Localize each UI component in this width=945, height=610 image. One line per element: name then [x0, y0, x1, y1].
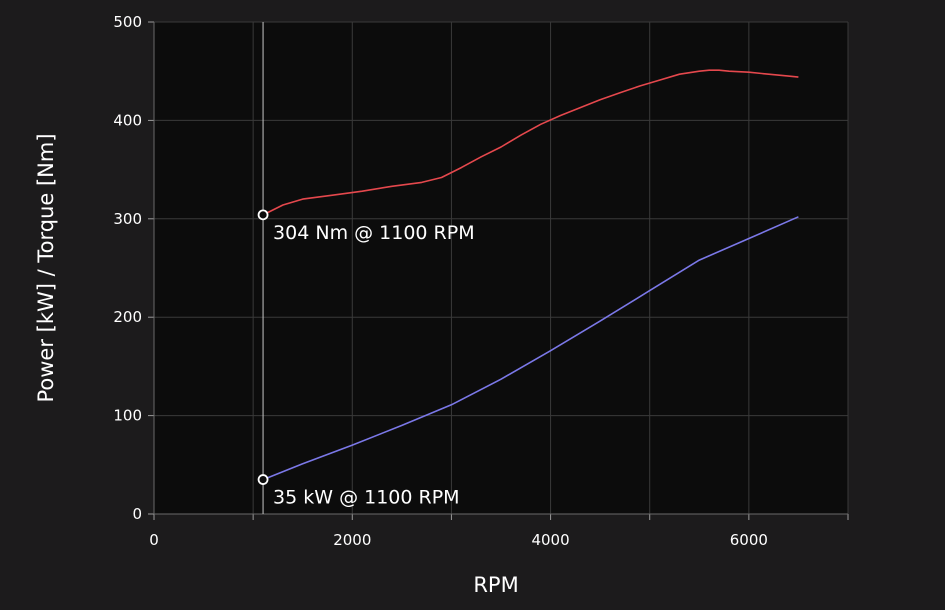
series-line-power: [262, 216, 799, 481]
x-tick-label: 2000: [333, 531, 371, 549]
marker-torque: [257, 209, 269, 221]
y-tick-label: 100: [113, 407, 142, 425]
x-tick-label: 4000: [531, 531, 569, 549]
series-line-torque: [262, 69, 799, 216]
y-tick-label: 200: [113, 308, 142, 326]
y-tick-label: 400: [113, 111, 142, 129]
x-axis-title: RPM: [473, 573, 518, 597]
annotations: 304 Nm @ 1100 RPM 35 kW @ 1100 RPM: [257, 209, 475, 509]
marker-power: [257, 474, 269, 485]
x-tick-label: 6000: [730, 531, 768, 549]
x-tick-label: 0: [149, 531, 159, 549]
y-tick-label: 300: [113, 210, 142, 228]
plot-area: [154, 22, 848, 514]
axes: 0 2000 4000 6000 0 100 200 300 400 500: [113, 13, 849, 549]
y-axis-title: Power [kW] / Torque [Nm]: [34, 133, 58, 402]
annotation-torque: 304 Nm @ 1100 RPM: [273, 222, 475, 244]
y-tick-label: 500: [113, 13, 142, 31]
series-lines: [262, 69, 799, 481]
y-tick-label: 0: [132, 505, 142, 523]
annotation-power: 35 kW @ 1100 RPM: [273, 487, 460, 509]
